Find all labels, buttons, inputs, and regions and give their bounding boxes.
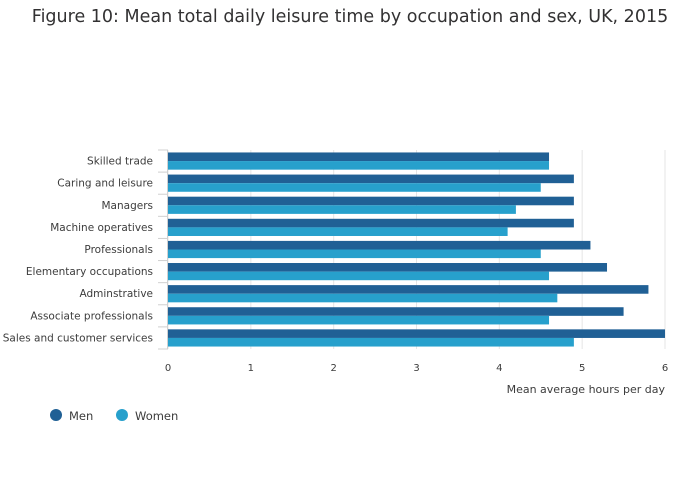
bar-women [168, 161, 550, 170]
legend-label-men: Men [69, 409, 93, 423]
bar-men [168, 307, 624, 316]
category-label: Machine operatives [50, 222, 153, 234]
chart-title: Figure 10: Mean total daily leisure time… [31, 7, 669, 27]
category-label: Associate professionals [30, 310, 153, 322]
category-label: Sales and customer services [3, 332, 153, 344]
x-tick-label: 4 [496, 363, 502, 374]
legend: Men Women [50, 409, 178, 423]
bar-women [168, 183, 541, 192]
bar-women [168, 337, 574, 347]
category-label: Elementary occupations [26, 266, 153, 278]
bar-men [168, 196, 574, 206]
category-label: Managers [102, 200, 154, 212]
category-label: Adminstrative [79, 288, 153, 300]
bars [168, 152, 665, 347]
category-label: Skilled trade [87, 156, 153, 168]
bar-men [168, 329, 665, 338]
bar-women [168, 271, 550, 281]
x-tick-label: 6 [662, 363, 668, 374]
bar-women [168, 249, 541, 259]
bar-men [168, 285, 649, 294]
x-tick-label: 2 [330, 363, 336, 374]
x-tick-label: 3 [413, 363, 419, 374]
bar-women [168, 315, 550, 325]
category-label: Caring and leisure [57, 178, 153, 190]
bar-women [168, 293, 558, 303]
x-tick-label: 5 [579, 363, 585, 374]
bar-women [168, 205, 516, 214]
bar-men [168, 152, 550, 162]
bar-men [168, 240, 591, 250]
axes: 0 1 2 3 4 5 6 Skilled trade Caring and leisure Ma… [3, 149, 668, 396]
legend-swatch-men [50, 409, 62, 421]
legend-swatch-women [116, 409, 128, 421]
x-axis-title: Mean average hours per day [507, 383, 666, 396]
x-tick-label: 1 [248, 363, 254, 374]
bar-men [168, 263, 608, 272]
x-tick-label: 0 [165, 363, 171, 374]
category-label: Professionals [84, 244, 153, 256]
bar-men [168, 174, 574, 184]
legend-label-women: Women [135, 409, 178, 423]
bar-men [168, 218, 574, 228]
bar-women [168, 227, 508, 236]
